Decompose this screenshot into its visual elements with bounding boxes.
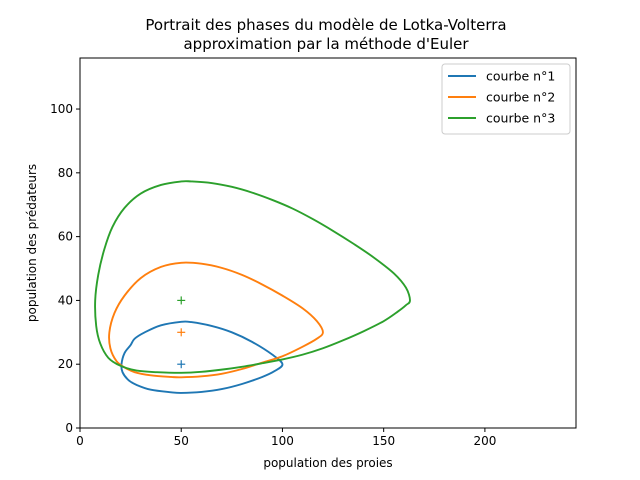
start-marker-1 — [177, 360, 186, 369]
y-tick-label: 20 — [58, 357, 73, 371]
x-tick-label: 0 — [76, 434, 84, 448]
start-marker-3 — [177, 296, 186, 305]
chart-title-line-2: approximation par la méthode d'Euler — [183, 35, 469, 53]
y-tick-label: 40 — [58, 293, 73, 307]
x-axis-ticks: 0 50 100 150 200 — [76, 428, 496, 448]
chart-title-line-1: Portrait des phases du modèle de Lotka-V… — [145, 16, 506, 34]
y-tick-label: 0 — [65, 421, 73, 435]
x-axis-label: population des proies — [263, 456, 392, 470]
legend-box — [441, 63, 571, 135]
legend-items: courbe n°1 courbe n°2 courbe n°3 — [448, 69, 555, 126]
legend-label-2: courbe n°2 — [486, 90, 555, 105]
series-line-2 — [108, 261, 324, 379]
x-tick-label: 100 — [271, 434, 294, 448]
series-layer — [94, 180, 411, 394]
legend-label-1: courbe n°1 — [486, 69, 555, 84]
y-axis-label: population des prédateurs — [25, 164, 39, 322]
x-tick-label: 50 — [174, 434, 189, 448]
start-marker-2 — [177, 328, 186, 337]
plot-frame — [79, 57, 577, 429]
series-line-3 — [94, 180, 411, 374]
start-marker-layer — [177, 296, 186, 369]
y-tick-label: 80 — [58, 166, 73, 180]
y-tick-label: 60 — [58, 230, 73, 244]
y-tick-label: 100 — [50, 102, 73, 116]
series-line-1 — [120, 320, 284, 394]
x-tick-label: 150 — [372, 434, 395, 448]
x-tick-label: 200 — [473, 434, 496, 448]
y-axis-ticks: 0 20 40 60 80 100 — [50, 102, 80, 435]
legend: courbe n°1 courbe n°2 courbe n°3 — [441, 63, 571, 135]
legend-label-3: courbe n°3 — [486, 111, 555, 126]
